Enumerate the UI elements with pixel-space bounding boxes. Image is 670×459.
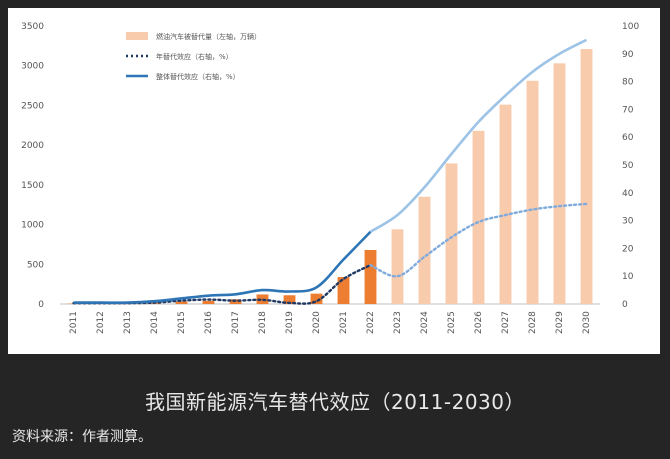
y-right-tick-label: 30 (622, 217, 634, 227)
x-tick-label: 2023 (393, 311, 403, 334)
y-right-tick-label: 80 (622, 78, 634, 88)
y-left-tick-label: 1000 (21, 221, 44, 231)
x-tick-label: 2018 (258, 311, 268, 334)
x-tick-label: 2020 (312, 311, 322, 334)
bar (553, 63, 566, 305)
y-right-tick-label: 90 (622, 50, 634, 60)
bar (202, 300, 215, 304)
x-tick-label: 2017 (231, 311, 241, 334)
y-right-tick-label: 60 (622, 133, 634, 143)
bar (445, 163, 458, 304)
legend-label-bars: 燃油汽车被替代量（左轴，万辆） (156, 32, 261, 41)
x-tick-label: 2021 (339, 311, 349, 334)
legend-label-overall: 整体替代效应（右轴，%） (156, 72, 240, 81)
y-right-tick-label: 20 (622, 244, 634, 254)
y-left-tick-label: 2500 (21, 101, 44, 111)
bar (472, 130, 485, 304)
legend-swatch-bars (126, 32, 148, 40)
overall-effect-line-actual (73, 230, 372, 305)
bar (175, 301, 188, 304)
annual-effect-line-forecast (369, 202, 588, 278)
bar (283, 295, 296, 304)
x-tick-label: 2016 (204, 311, 214, 334)
x-tick-label: 2024 (420, 311, 430, 334)
x-tick-label: 2013 (123, 311, 133, 334)
y-right-tick-label: 50 (622, 161, 634, 171)
x-tick-label: 2029 (555, 311, 565, 334)
x-tick-label: 2030 (582, 311, 592, 334)
y-left-tick-label: 1500 (21, 181, 44, 191)
x-tick-label: 2014 (150, 311, 160, 334)
bar (418, 196, 431, 304)
y-right-tick-label: 0 (622, 300, 628, 310)
y-left-tick-label: 3500 (21, 22, 44, 32)
bar (526, 80, 539, 304)
chart-panel: 0 500 1000 1500 2000 2500 3000 3500 0 10 20 30 40 50 6… (8, 8, 660, 354)
y-left-tick-label: 2000 (21, 141, 44, 151)
x-tick-label: 2025 (447, 311, 457, 334)
y-left-tick-label: 500 (27, 260, 44, 270)
x-tick-label: 2022 (366, 311, 376, 334)
y-left-tick-label: 3000 (21, 62, 44, 72)
annual-effect-line-actual (72, 263, 372, 305)
bar (391, 229, 404, 304)
x-tick-label: 2015 (177, 311, 187, 334)
x-tick-label: 2011 (69, 311, 79, 334)
x-tick-label: 2026 (474, 311, 484, 334)
source-note: 资料来源：作者测算。 (12, 429, 152, 445)
overall-effect-line-forecast (369, 38, 588, 233)
y-right-tick-label: 10 (622, 272, 634, 282)
x-tick-label: 2012 (96, 311, 106, 334)
x-tick-label: 2027 (501, 311, 511, 334)
bar (580, 49, 593, 304)
y-left-tick-label: 0 (38, 300, 44, 310)
y-right-tick-label: 70 (622, 105, 634, 115)
x-tick-label: 2019 (285, 311, 295, 334)
figure-caption: 我国新能源汽车替代效应（2011-2030） (144, 390, 525, 414)
chart: 0500100015002000250030003500010203040506… (21, 22, 639, 334)
x-tick-label: 2028 (528, 311, 538, 334)
bar (364, 249, 377, 304)
bar (499, 104, 512, 305)
bar (310, 293, 323, 304)
legend-label-annual: 年替代效应（右轴，%） (156, 52, 233, 61)
y-right-tick-label: 100 (622, 22, 639, 32)
bar (337, 276, 350, 304)
y-right-tick-label: 40 (622, 189, 634, 199)
